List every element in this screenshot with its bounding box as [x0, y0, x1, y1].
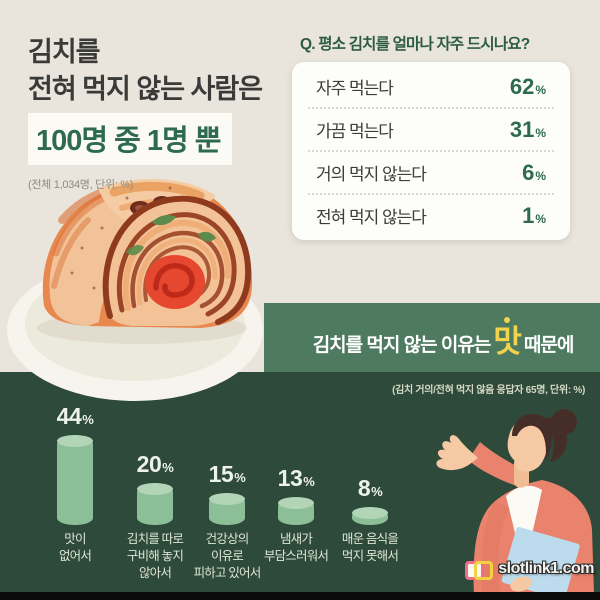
bar-value-label: 15%	[208, 461, 246, 487]
survey-row-label: 가끔 먹는다	[316, 122, 394, 141]
bottom-black-bar	[0, 592, 600, 600]
headline-highlight: 100명 중 1명 뿐	[28, 113, 233, 165]
kimchi-illustration	[42, 179, 253, 328]
headline-note: (전체 1,034명, 단위: %)	[28, 179, 134, 191]
bar-category-label: 냄새가 부담스러워서	[263, 532, 329, 563]
bar-column: 13%	[251, 465, 341, 525]
green-leaf-bits	[126, 214, 216, 256]
banner-highlight-word: 맛	[493, 324, 522, 359]
survey-row: 거의 먹지 않는다 6%	[308, 150, 554, 193]
bar-cylinder	[352, 507, 388, 525]
presenter-woman-illustration	[436, 409, 594, 594]
headline-block: 김치를 전혀 먹지 않는 사람은 100명 중 1명 뿐 (전체 1,034명,…	[28, 34, 263, 192]
open-hand	[436, 435, 478, 471]
survey-row-value: 6%	[522, 159, 546, 185]
banner-band	[264, 303, 600, 372]
holding-hand	[510, 576, 532, 592]
bar-cylinder	[137, 483, 173, 525]
watermark-link-icon	[465, 559, 494, 580]
bar-category-label: 건강상의 이유로 피하고 있어서	[193, 532, 262, 580]
bar-value-label: 20%	[136, 451, 174, 477]
headline-line2: 전혀 먹지 않는 사람은	[28, 74, 263, 104]
banner-inner: 김치를 먹지 않는 이유는맛 때문에	[264, 303, 600, 372]
hair-front	[512, 414, 552, 462]
survey-row-label: 거의 먹지 않는다	[316, 165, 427, 184]
survey-question: Q. 평소 김치를 얼마나 자주 드시나요?	[300, 36, 530, 53]
bar-category-label: 맛이 없어서	[58, 532, 92, 563]
banner-text: 김치를 먹지 않는 이유는맛 때문에	[312, 324, 575, 359]
raised-arm-sleeve	[468, 442, 528, 488]
survey-row-label: 전혀 먹지 않는다	[316, 208, 427, 227]
bar-cylinder	[209, 493, 245, 525]
bar-category-label: 매운 음식을 먹지 못해서	[341, 532, 399, 563]
survey-row-value: 1%	[522, 202, 546, 228]
kimchi-plate-illustration	[7, 179, 263, 401]
bar-column: 15%	[182, 461, 272, 525]
watermark: slotlink1.com	[465, 559, 594, 580]
watermark-text: slotlink1.com	[498, 560, 594, 577]
survey-row-value: 62%	[509, 73, 546, 99]
bar-value-label: 8%	[357, 475, 383, 501]
bar-column: 44%	[30, 403, 120, 525]
bar-cylinder	[278, 497, 314, 525]
watermark-icon-yellow-square	[474, 561, 494, 580]
survey-row-label: 자주 먹는다	[316, 79, 394, 98]
survey-row: 자주 먹는다 62%	[308, 66, 554, 107]
bar-value-label: 44%	[56, 403, 94, 429]
survey-row: 가끔 먹는다 31%	[308, 107, 554, 150]
banner-note: (김치 거의/전혀 먹지 않음 응답자 65명, 단위: %)	[392, 385, 585, 396]
bar-value-label: 13%	[277, 465, 315, 491]
hair-bun	[551, 409, 577, 435]
blouse	[506, 485, 542, 570]
bar-category-label: 김치를 따로 구비해 놓지 않아서	[126, 532, 184, 580]
kimchi-red-core	[145, 255, 205, 309]
survey-row-value: 31%	[509, 116, 546, 142]
jacket-arm-shade	[481, 502, 510, 594]
bar-cylinder	[57, 435, 93, 525]
survey-row: 전혀 먹지 않는다 1%	[308, 193, 554, 236]
headline-line1: 김치를	[28, 37, 101, 67]
survey-card: 자주 먹는다 62% 가끔 먹는다 31% 거의 먹지 않는다 6% 전혀 먹지…	[292, 62, 570, 240]
bar-column: 20%	[110, 451, 200, 525]
banner: 김치를 먹지 않는 이유는맛 때문에	[264, 303, 600, 372]
bar-column: 8%	[325, 475, 415, 525]
